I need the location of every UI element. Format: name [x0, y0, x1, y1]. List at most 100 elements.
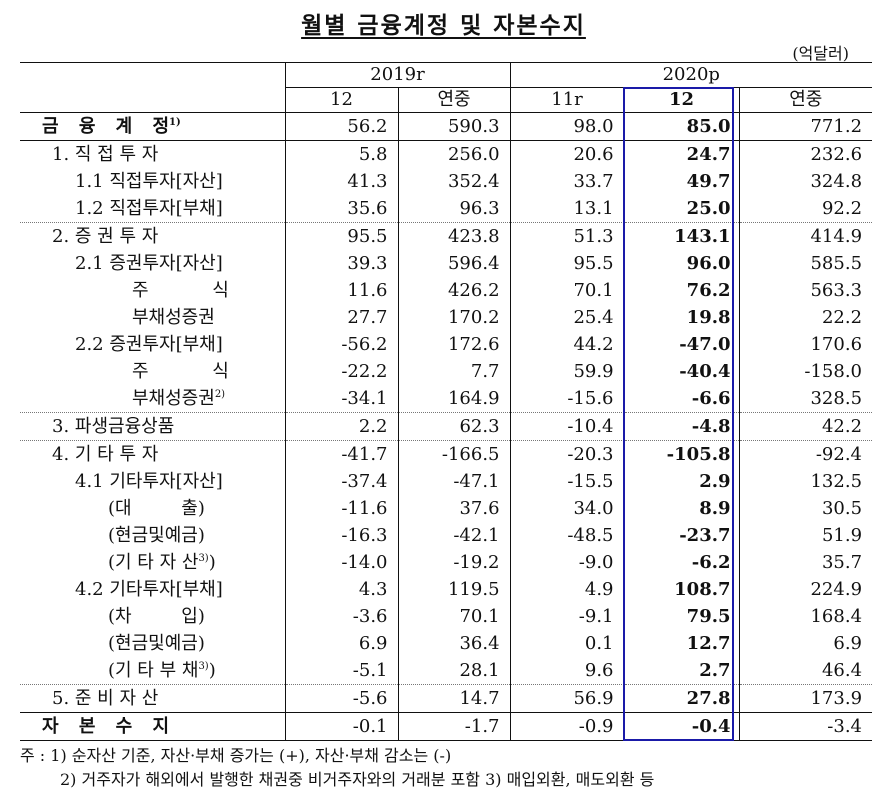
table-row: 주 식 -22.2 7.7 59.9 -40.4 -158.0	[20, 358, 873, 385]
cell: -92.4	[738, 440, 873, 468]
cell-highlight: 8.9	[623, 495, 740, 522]
row-label: (기 타 자 산3))	[20, 549, 285, 576]
cell: 9.6	[509, 657, 625, 685]
footnote-marker: 3)	[198, 553, 209, 564]
cell: 70.1	[397, 603, 511, 630]
header-row-periods: 12 연중 11r 12 연중	[20, 87, 873, 113]
row-label-text: (현금및예금)	[108, 525, 205, 546]
cell: 20.6	[509, 140, 625, 168]
table-row: 주 식 11.6 426.2 70.1 76.2 563.3	[20, 277, 873, 304]
cell-highlight: 12.7	[623, 630, 740, 657]
row-label-text: 2.1 증권투자[자산]	[75, 253, 223, 274]
cell: 4.3	[284, 576, 398, 603]
cell: 95.5	[284, 222, 398, 250]
cell: 56.9	[509, 684, 625, 713]
cell: 7.7	[397, 358, 511, 385]
cell: 414.9	[738, 222, 873, 250]
cell: 170.2	[397, 304, 511, 331]
cell: 771.2	[738, 112, 873, 141]
row-label-text: 주 식	[132, 280, 229, 301]
cell: 70.1	[509, 277, 625, 304]
row-label: 3. 파생금융상품	[20, 412, 285, 441]
row-label-text: 자 본 수 지	[42, 716, 170, 737]
cell: 11.6	[284, 277, 398, 304]
cell: 563.3	[738, 277, 873, 304]
cell: -56.2	[284, 331, 398, 358]
header-row-years: 2019r 2020p	[20, 62, 873, 88]
table-row: 1.2 직접투자[부채] 35.6 96.3 13.1 25.0 92.2	[20, 195, 873, 223]
row-label: 2.1 증권투자[자산]	[20, 250, 285, 277]
cell: 36.4	[397, 630, 511, 657]
cell-highlight: -47.0	[623, 331, 740, 358]
row-label-text: 주 식	[132, 361, 229, 382]
cell-highlight: -4.8	[623, 412, 740, 441]
cell: -11.6	[284, 495, 398, 522]
cell: -158.0	[738, 358, 873, 385]
cell: -47.1	[397, 468, 511, 495]
page-title: 월별 금융계정 및 자본수지	[301, 12, 586, 39]
cell: 56.2	[284, 112, 398, 141]
table-row: 2. 증 권 투 자 95.5 423.8 51.3 143.1 414.9	[20, 222, 873, 250]
row-label-text: 1.1 직접투자[자산]	[75, 171, 223, 192]
row-label: 1. 직 접 투 자	[20, 140, 285, 168]
cell-highlight: -23.7	[623, 522, 740, 549]
table-row: 4. 기 타 투 자 -41.7 -166.5 -20.3 -105.8 -92.4	[20, 440, 873, 468]
cell: 172.6	[397, 331, 511, 358]
cell: 51.9	[738, 522, 873, 549]
cell: 423.8	[397, 222, 511, 250]
cell: 328.5	[738, 385, 873, 413]
cell: -34.1	[284, 385, 398, 413]
cell: 0.1	[509, 630, 625, 657]
row-label-close: )	[208, 660, 216, 681]
cell: 25.4	[509, 304, 625, 331]
footnote-marker: 3)	[198, 661, 209, 672]
cell: 164.9	[397, 385, 511, 413]
cell-highlight: 79.5	[623, 603, 740, 630]
cell: 51.3	[509, 222, 625, 250]
row-label: 금 융 계 정1)	[20, 112, 285, 141]
table-row: 금 융 계 정1) 56.2 590.3 98.0 85.0 771.2	[20, 112, 873, 141]
table-row: 부채성증권2) -34.1 164.9 -15.6 -6.6 328.5	[20, 385, 873, 413]
cell: 2.2	[284, 412, 398, 441]
row-label-text: 4.1 기타투자[자산]	[75, 471, 223, 492]
row-label: 5. 준 비 자 산	[20, 684, 285, 713]
footnote-1: 주 : 1) 순자산 기준, 자산·부채 증가는 (+), 자산·부채 감소는 …	[20, 746, 452, 765]
table-row: (기 타 부 채3)) -5.1 28.1 9.6 2.7 46.4	[20, 657, 873, 685]
cell: -48.5	[509, 522, 625, 549]
cell: 39.3	[284, 250, 398, 277]
table-row: 4.1 기타투자[자산] -37.4 -47.1 -15.5 2.9 132.5	[20, 468, 873, 495]
cell: 590.3	[397, 112, 511, 141]
table-row: (대 출) -11.6 37.6 34.0 8.9 30.5	[20, 495, 873, 522]
row-label-text: 2. 증 권 투 자	[52, 226, 159, 247]
table-row: 자 본 수 지 -0.1 -1.7 -0.9 -0.4 -3.4	[20, 712, 873, 741]
cell: -3.4	[738, 712, 873, 741]
cell: 95.5	[509, 250, 625, 277]
row-label-text: 금 융 계 정	[42, 116, 170, 137]
cell: 426.2	[397, 277, 511, 304]
row-label: 자 본 수 지	[20, 712, 285, 741]
cell-highlight: -6.6	[623, 385, 740, 413]
row-label: (현금및예금)	[20, 522, 285, 549]
cell: 96.3	[397, 195, 511, 223]
cell: 22.2	[738, 304, 873, 331]
cell: -3.6	[284, 603, 398, 630]
row-label: 2. 증 권 투 자	[20, 222, 285, 250]
cell-highlight: -6.2	[623, 549, 740, 576]
cell: 596.4	[397, 250, 511, 277]
cell: 37.6	[397, 495, 511, 522]
cell: 92.2	[738, 195, 873, 223]
cell: 44.2	[509, 331, 625, 358]
cell: -20.3	[509, 440, 625, 468]
cell: 62.3	[397, 412, 511, 441]
cell: -9.1	[509, 603, 625, 630]
table-row: 5. 준 비 자 산 -5.6 14.7 56.9 27.8 173.9	[20, 684, 873, 713]
cell: -10.4	[509, 412, 625, 441]
cell-highlight: 76.2	[623, 277, 740, 304]
cell-highlight: 2.9	[623, 468, 740, 495]
cell-highlight: 108.7	[623, 576, 740, 603]
row-label: (대 출)	[20, 495, 285, 522]
cell: 585.5	[738, 250, 873, 277]
table-row: (현금및예금) -16.3 -42.1 -48.5 -23.7 51.9	[20, 522, 873, 549]
cell: 13.1	[509, 195, 625, 223]
row-label: (차 입)	[20, 603, 285, 630]
